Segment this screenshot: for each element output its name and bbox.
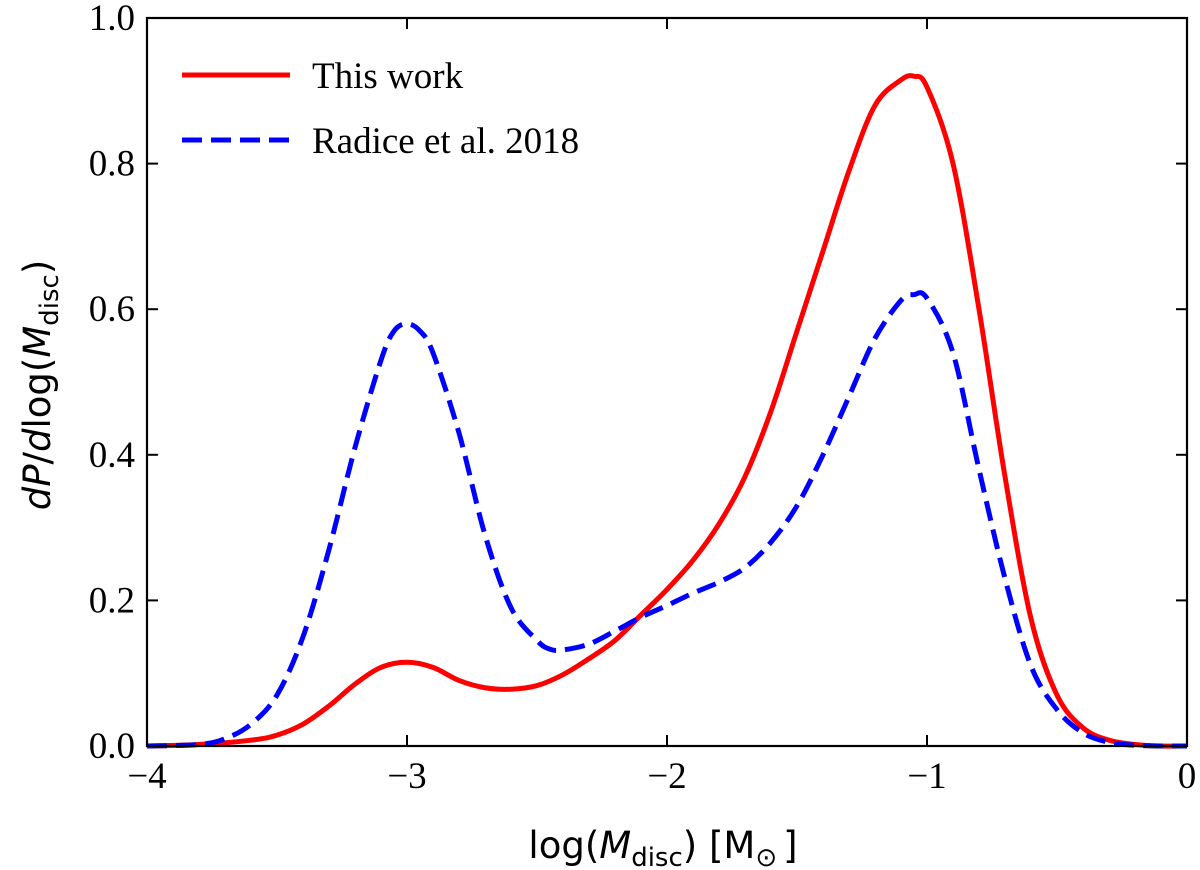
x-tick-label: −4 xyxy=(127,756,166,797)
x-tick-label: −1 xyxy=(907,756,946,797)
series-line-this-work xyxy=(146,73,1188,749)
y-tick-label: 0.0 xyxy=(89,726,135,767)
x-tick-label: −2 xyxy=(647,756,686,797)
y-tick-label: 0.8 xyxy=(89,144,135,185)
ticks: −4 −3 −2 −1 0 0.0 0.2 0.4 0.6 0.8 1.0 xyxy=(89,0,1197,797)
plot-frame xyxy=(145,16,1189,748)
series-layer xyxy=(146,73,1188,749)
series-line-radice-2018 xyxy=(146,290,1188,749)
x-tick-label: 0 xyxy=(1178,756,1197,797)
x-axis-label: log(Mdisc) [M⊙] xyxy=(528,824,797,870)
legend: This work Radice et al. 2018 xyxy=(182,56,579,162)
y-tick-label: 1.0 xyxy=(89,0,135,39)
y-tick-label: 0.6 xyxy=(89,289,135,330)
legend-label-radice-2018: Radice et al. 2018 xyxy=(312,121,579,162)
y-tick-label: 0.2 xyxy=(89,580,135,621)
y-tick-label: 0.4 xyxy=(89,435,135,476)
x-tick-label: −3 xyxy=(387,756,426,797)
legend-label-this-work: This work xyxy=(312,56,464,97)
y-axis-label: dP/dlog(Mdisc) xyxy=(16,260,65,511)
